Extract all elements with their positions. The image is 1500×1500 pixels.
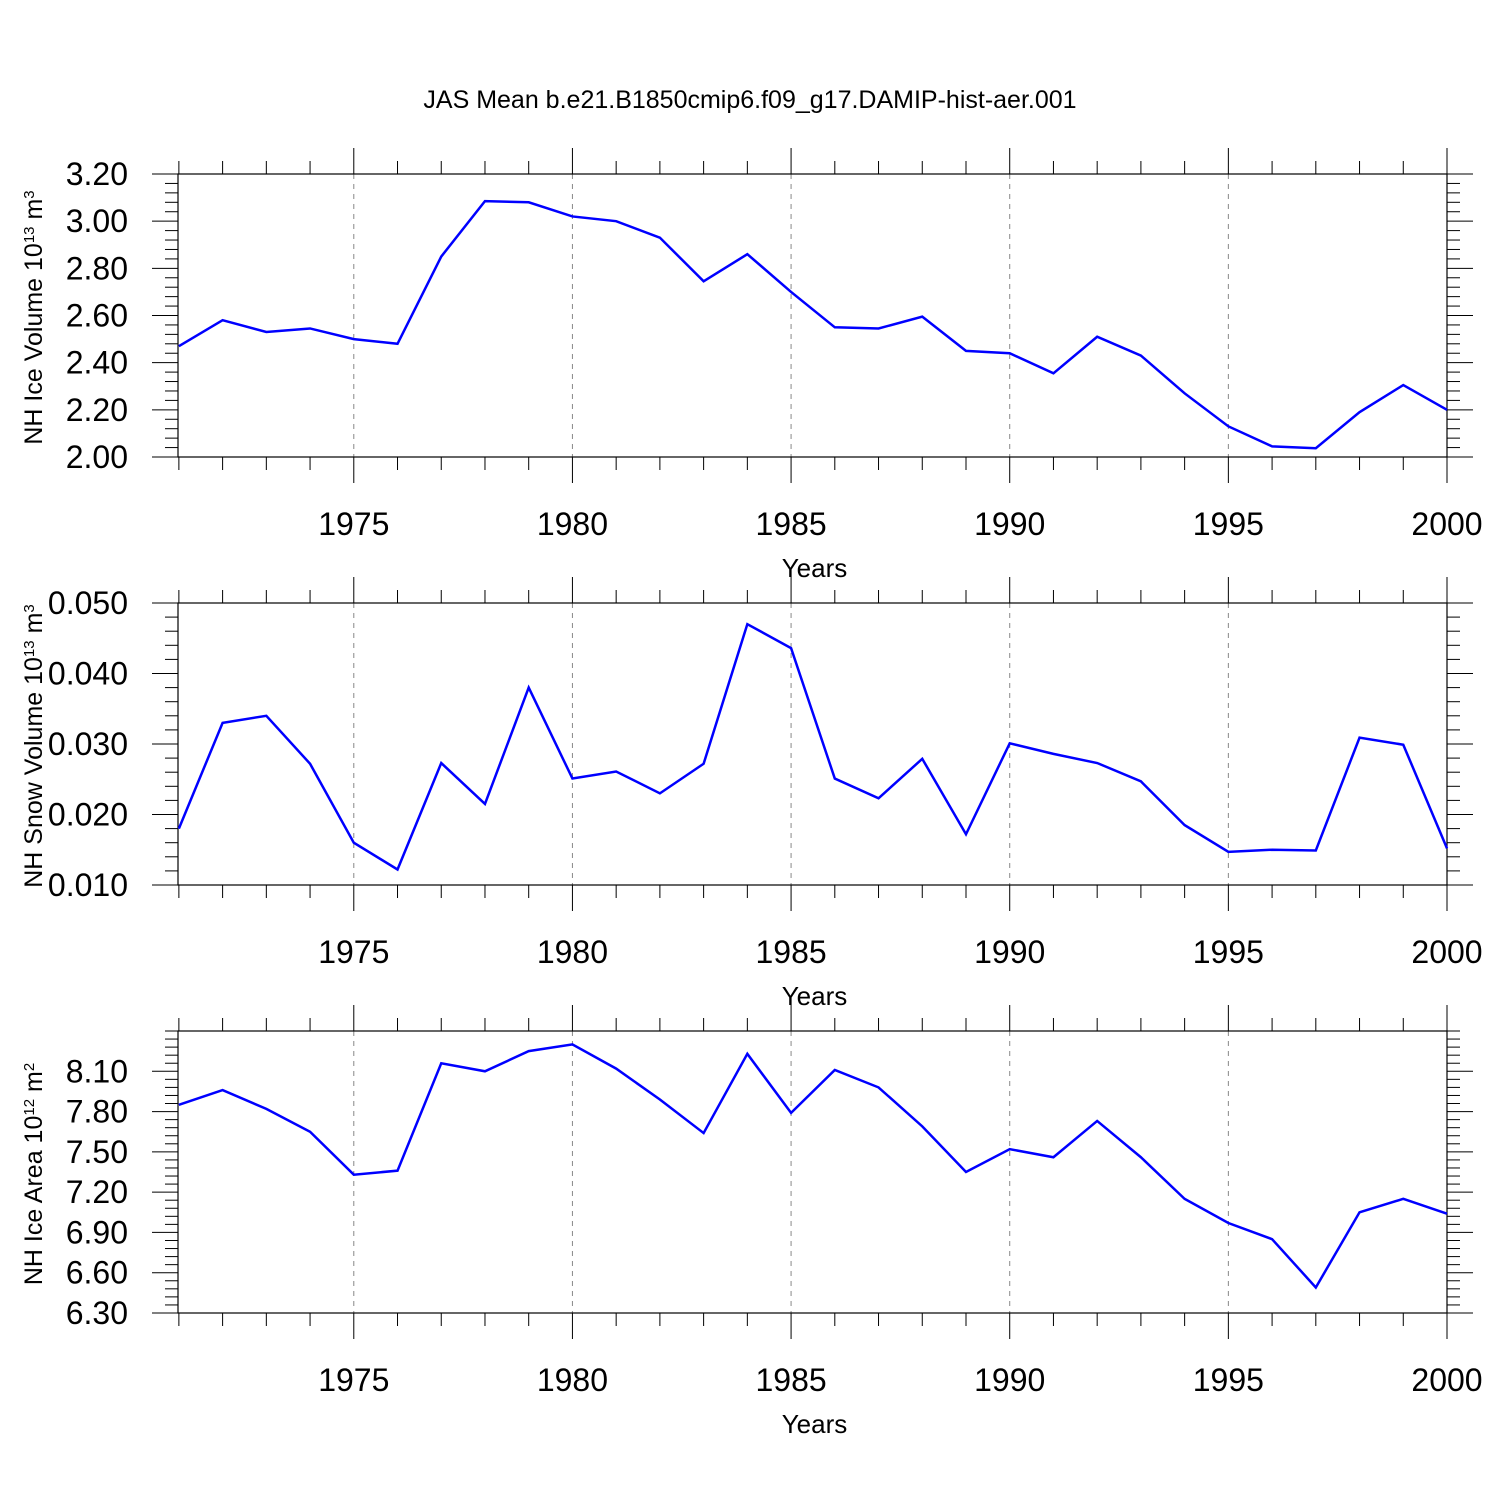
y-tick-label: 0.040	[48, 656, 128, 692]
x-tick-label: 1980	[537, 1362, 608, 1398]
y-tick-label: 6.90	[66, 1214, 128, 1250]
x-axis-label: Years	[782, 553, 848, 583]
plot-frame	[177, 1030, 1448, 1314]
panel-3: 1975 1980 1985 1990 1995 2000 Years 6.30 6.60 6.9…	[20, 1005, 1483, 1439]
y-axis-label-main: NH Ice Area 10	[20, 1116, 48, 1286]
y-axis-label-unit-exponent: 2	[21, 1063, 38, 1071]
x-tick-label: 1990	[974, 1362, 1045, 1398]
series-line	[178, 199, 1448, 450]
y-tick-label: 2.00	[66, 439, 128, 475]
x-tick-label: 1995	[1193, 934, 1264, 970]
plot-frame	[177, 173, 1448, 458]
y-axis-label-exponent: 13	[21, 640, 38, 657]
figure-title: JAS Mean b.e21.B1850cmip6.f09_g17.DAMIP-…	[423, 86, 1077, 114]
x-tick-label: 2000	[1411, 506, 1482, 542]
x-tick-label: 1985	[755, 934, 826, 970]
y-axis-label-unit: m	[20, 1071, 48, 1099]
y-axis-label-exponent: 13	[21, 226, 38, 243]
y-tick-label: 0.030	[48, 726, 128, 762]
x-axis-label: Years	[782, 981, 848, 1011]
series-line	[177, 622, 1449, 872]
y-tick-label: 0.010	[48, 867, 128, 903]
y-axis-label: NH Snow Volume 1013 m3	[20, 604, 48, 888]
series-line	[178, 1043, 1448, 1290]
y-tick-label: 2.20	[66, 392, 128, 428]
y-axis-label: NH Ice Volume 1013 m3	[20, 190, 48, 444]
x-tick-label: 1995	[1193, 506, 1264, 542]
y-axis-label-unit: m	[20, 199, 48, 227]
y-tick-label: 3.20	[66, 156, 128, 192]
panel-1: 1975 1980 1985 1990 1995 2000 Years 2.00 2.20 2.4…	[20, 148, 1483, 583]
x-tick-label: 1975	[318, 506, 389, 542]
y-axis-label-unit: m	[20, 613, 48, 641]
y-tick-label: 2.60	[66, 298, 128, 334]
y-tick-label: 6.60	[66, 1255, 128, 1291]
y-tick-label: 0.020	[48, 797, 128, 833]
y-axis-label: NH Ice Area 1012 m2	[20, 1063, 48, 1285]
y-tick-label: 6.30	[66, 1295, 128, 1331]
x-tick-label: 1995	[1193, 1362, 1264, 1398]
plot-frame	[177, 602, 1448, 886]
x-tick-label: 1990	[974, 506, 1045, 542]
x-tick-label: 2000	[1411, 934, 1482, 970]
x-tick-label: 1985	[755, 1362, 826, 1398]
y-tick-label: 7.20	[66, 1174, 128, 1210]
y-tick-label: 2.40	[66, 345, 128, 381]
y-axis-label-main: NH Snow Volume 10	[20, 657, 48, 888]
y-tick-label: 7.50	[66, 1134, 128, 1170]
y-axis-label-unit-exponent: 3	[21, 190, 38, 198]
x-tick-label: 1990	[974, 934, 1045, 970]
y-tick-label: 7.80	[66, 1094, 128, 1130]
y-tick-label: 0.050	[48, 585, 128, 621]
y-tick-label: 8.10	[66, 1053, 128, 1089]
x-tick-label: 1985	[755, 506, 826, 542]
y-tick-label: 2.80	[66, 250, 128, 286]
y-axis-label-main: NH Ice Volume 10	[20, 243, 48, 445]
x-axis-label: Years	[782, 1409, 848, 1439]
x-tick-label: 1975	[318, 1362, 389, 1398]
y-tick-label: 3.00	[66, 203, 128, 239]
panel-2: 1975 1980 1985 1990 1995 2000 Years 0.010 0.020 0…	[20, 577, 1483, 1011]
x-tick-label: 2000	[1411, 1362, 1482, 1398]
y-axis-label-exponent: 12	[21, 1099, 38, 1116]
x-tick-label: 1980	[537, 506, 608, 542]
x-tick-label: 1980	[537, 934, 608, 970]
y-axis-label-unit-exponent: 3	[21, 604, 38, 612]
x-tick-label: 1975	[318, 934, 389, 970]
